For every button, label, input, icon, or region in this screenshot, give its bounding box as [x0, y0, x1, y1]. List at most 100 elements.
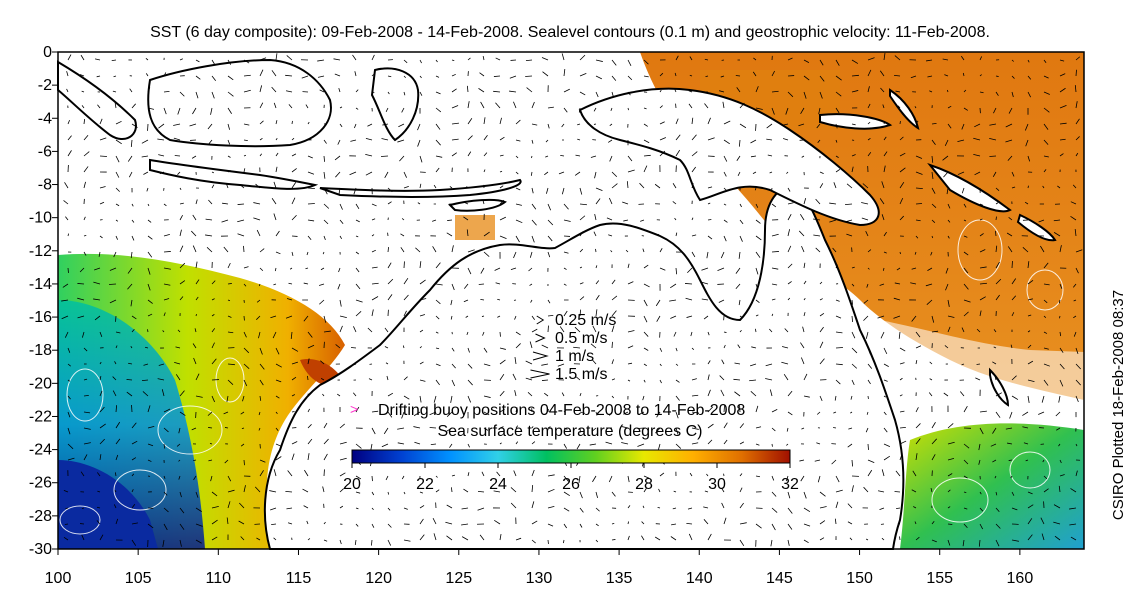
velocity-arrow [863, 299, 869, 304]
velocity-arrow [195, 373, 200, 381]
velocity-arrow [979, 296, 986, 301]
velocity-arrow [704, 490, 709, 493]
velocity-arrow [927, 267, 933, 271]
velocity-arrow [723, 139, 730, 145]
velocity-arrow [862, 183, 869, 189]
velocity-arrow [131, 219, 135, 223]
velocity-arrow [130, 299, 133, 307]
velocity-arrow [691, 117, 694, 125]
velocity-arrow [574, 326, 581, 333]
velocity-arrow [835, 91, 842, 97]
velocity-arrow [211, 519, 218, 525]
velocity-arrow [211, 328, 216, 333]
velocity-arrow [99, 390, 103, 397]
velocity-arrow [690, 331, 693, 337]
velocity-arrow [867, 347, 871, 355]
velocity-arrow [115, 345, 118, 349]
velocity-arrow [513, 251, 517, 259]
velocity-arrow [1059, 283, 1063, 289]
velocity-arrow [243, 331, 247, 338]
velocity-arrow [495, 282, 501, 285]
velocity-arrow [771, 233, 779, 237]
velocity-arrow [943, 171, 949, 178]
velocity-arrow [227, 139, 231, 145]
velocity-arrow [131, 203, 134, 207]
velocity-arrow [867, 57, 875, 61]
velocity-arrow [381, 138, 389, 141]
velocity-arrow [352, 363, 357, 366]
velocity-arrow [643, 347, 649, 351]
velocity-arrow [1058, 485, 1061, 493]
velocity-arrow [499, 185, 504, 189]
velocity-arrow [993, 346, 997, 349]
velocity-arrow [769, 171, 773, 174]
velocity-arrow [114, 472, 117, 477]
velocity-arrow [419, 329, 424, 333]
velocity-arrow [499, 534, 502, 541]
velocity-arrow [275, 152, 279, 157]
velocity-arrow [371, 309, 374, 317]
velocity-arrow [237, 219, 245, 223]
velocity-arrow [579, 215, 586, 221]
velocity-arrow [275, 347, 280, 355]
velocity-arrow [659, 121, 665, 125]
y-tick-label: -4 [38, 110, 52, 127]
sst-field-southeast [900, 423, 1084, 549]
velocity-arrow [355, 475, 362, 480]
velocity-arrow [963, 267, 969, 274]
velocity-arrow [739, 502, 744, 509]
velocity-arrow [835, 123, 838, 129]
velocity-arrow [867, 69, 872, 77]
velocity-arrow [243, 168, 246, 173]
velocity-arrow [1027, 75, 1032, 80]
velocity-arrow [995, 491, 998, 496]
velocity-arrow [275, 120, 278, 125]
velocity-arrow [541, 344, 549, 349]
velocity-arrow [1043, 347, 1049, 350]
velocity-arrow [684, 283, 693, 285]
velocity-arrow [547, 506, 555, 509]
velocity-arrow [1008, 216, 1013, 221]
velocity-arrow [515, 537, 522, 541]
velocity-arrow [147, 426, 155, 429]
velocity-arrow [83, 378, 88, 381]
velocity-arrow [67, 411, 71, 418]
velocity-arrow [179, 187, 182, 191]
velocity-arrow [547, 235, 553, 242]
velocity-arrow [733, 378, 741, 381]
velocity-arrow [259, 347, 263, 355]
velocity-arrow [723, 235, 727, 242]
velocity-arrow [339, 219, 344, 225]
velocity-arrow [579, 491, 583, 499]
velocity-arrow [1075, 118, 1080, 125]
velocity-arrow [594, 171, 597, 179]
velocity-arrow [659, 267, 666, 271]
velocity-arrow [285, 315, 293, 319]
velocity-arrow [63, 490, 69, 493]
velocity-arrow [157, 138, 165, 141]
velocity-arrow [705, 75, 709, 77]
velocity-arrow [895, 470, 901, 477]
velocity-arrow [163, 491, 168, 496]
velocity-arrow [130, 345, 133, 349]
velocity-arrow [417, 139, 421, 147]
velocity-arrow [611, 295, 618, 301]
velocity-arrow [595, 265, 598, 269]
velocity-arrow [493, 75, 501, 77]
velocity-arrow [643, 59, 649, 65]
velocity-arrow [323, 235, 326, 240]
velocity-arrow [563, 507, 570, 512]
velocity-arrow [608, 234, 613, 237]
velocity-arrow [419, 59, 422, 64]
velocity-arrow [833, 411, 837, 414]
velocity-arrow [879, 70, 885, 77]
velocity-arrow [387, 294, 393, 301]
velocity-arrow [979, 203, 984, 206]
velocity-arrow [675, 379, 680, 383]
velocity-arrow [893, 297, 901, 301]
velocity-arrow [400, 233, 405, 237]
velocity-arrow [771, 475, 775, 481]
velocity-arrow [514, 390, 517, 397]
velocity-arrow [659, 363, 662, 367]
velocity-arrow [146, 187, 149, 192]
